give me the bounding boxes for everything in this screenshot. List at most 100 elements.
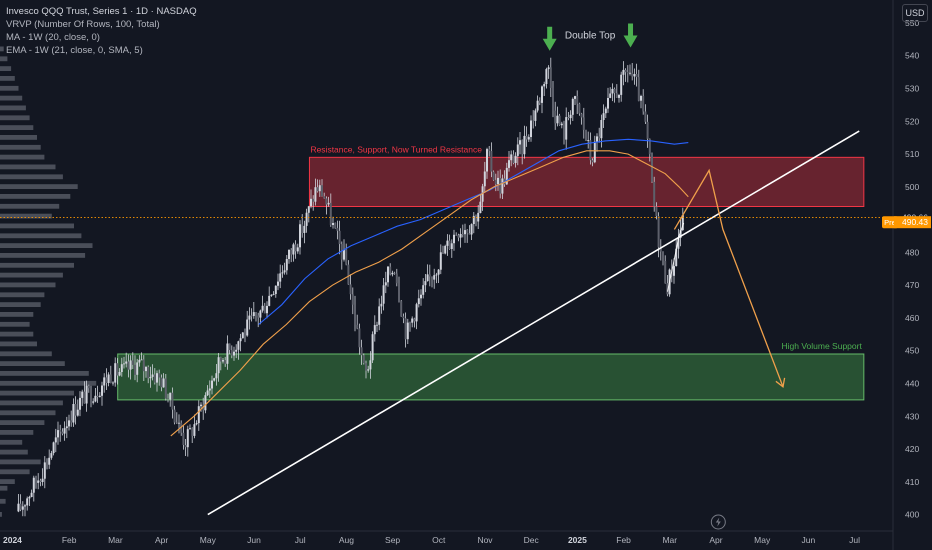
candle-body: [109, 374, 112, 383]
candle-body: [527, 137, 530, 140]
candle-body: [360, 347, 363, 356]
candle-body: [213, 378, 216, 381]
volume-profile-row-20: [0, 312, 34, 317]
candle-254: [576, 90, 579, 114]
candle-body: [127, 361, 130, 370]
candle-129: [301, 214, 304, 238]
candle-body: [461, 234, 464, 235]
ma-line[interactable]: [258, 138, 689, 325]
wedge-line[interactable]: [667, 222, 685, 292]
flash-icon[interactable]: [710, 514, 726, 530]
candle-body: [420, 294, 422, 299]
symbol-title[interactable]: Invesco QQQ Trust, Series 1 · 1D · NASDA…: [6, 6, 197, 17]
candle-body: [351, 294, 354, 305]
y-tick-label-550: 550: [905, 18, 919, 28]
candle-body: [446, 240, 449, 246]
candle-121: [283, 262, 286, 275]
candle-body: [431, 276, 433, 280]
candle-102: [241, 332, 244, 339]
candle-body: [105, 377, 108, 383]
candle-body: [578, 103, 581, 114]
candle-body: [138, 359, 141, 363]
candle-body: [272, 294, 275, 295]
legend-ma[interactable]: MA - 1W (20, close, 0): [6, 32, 100, 43]
candle-body: [655, 206, 658, 216]
candle-body: [404, 318, 407, 340]
candle-183: [420, 289, 422, 306]
candle-186: [426, 264, 429, 282]
candle-body: [611, 88, 614, 94]
volume-profile-row-29: [0, 223, 74, 229]
volume-profile-row-36: [0, 154, 45, 160]
candle-body: [103, 377, 106, 386]
candle-body: [437, 269, 440, 275]
candle-body: [664, 261, 667, 284]
candle-123: [288, 249, 290, 264]
candle-body: [442, 252, 444, 254]
candle-body: [459, 234, 462, 238]
candle-body: [323, 196, 326, 199]
candle-105: [248, 307, 251, 330]
candle-178: [409, 321, 411, 332]
candle-body: [57, 430, 59, 438]
candle-146: [338, 220, 341, 255]
candle-body: [613, 88, 616, 94]
resistance-zone[interactable]: [308, 156, 865, 207]
candle-body: [70, 420, 73, 423]
x-tick-label-apr: Apr: [155, 535, 168, 545]
candle-body: [679, 230, 682, 238]
candle-body: [41, 478, 44, 482]
candle-body: [310, 198, 312, 207]
candle-body: [505, 167, 508, 185]
candle-body: [193, 424, 196, 436]
projection-arrowhead[interactable]: [775, 377, 786, 388]
candle-body: [129, 360, 132, 370]
ema-line[interactable]: [170, 150, 689, 437]
legend-ema[interactable]: EMA - 1W (21, close, 0, SMA, 5): [6, 45, 143, 56]
candle-body: [400, 301, 403, 317]
plot-area[interactable]: Resistance, Support, Now Turned Resistan…: [0, 23, 893, 517]
candle-236: [536, 95, 539, 113]
x-axis[interactable]: 2024 Feb Mar Apr May Jun Jul Aug Sep Oct Nov Dec 202…: [0, 530, 893, 545]
candle-110: [259, 309, 262, 325]
currency-button[interactable]: USD: [902, 4, 928, 22]
x-tick-label-apr: Apr: [709, 535, 722, 545]
candle-243: [552, 81, 554, 118]
candle-body: [340, 244, 343, 260]
candle-42: [109, 365, 112, 384]
x-tick-label-may: May: [754, 535, 771, 545]
candle-80: [193, 414, 196, 439]
candle-166: [382, 278, 385, 311]
candle-body: [50, 453, 53, 458]
candle-288: [651, 152, 653, 183]
candle-68: [167, 393, 169, 403]
candle-body: [490, 150, 493, 172]
candle-body: [653, 181, 656, 207]
legend-vrvp[interactable]: VRVP (Number Of Rows, 100, Total): [6, 19, 160, 30]
candle-body: [607, 98, 609, 109]
candle-body: [525, 135, 528, 140]
candle-55: [138, 355, 141, 367]
candle-body: [123, 363, 125, 365]
candle-169: [389, 263, 392, 276]
candle-body: [180, 422, 183, 433]
candle-body: [448, 240, 451, 249]
support-zone[interactable]: [117, 353, 865, 401]
candle-body: [325, 198, 328, 205]
candle-151: [349, 274, 352, 300]
y-axis[interactable]: 4004104204304404504604704804905005105205…: [882, 0, 931, 550]
candle-176: [404, 312, 407, 348]
candle-body: [217, 357, 220, 374]
candle-body: [532, 120, 535, 122]
candle-1: [19, 494, 22, 512]
projection-path[interactable]: [673, 168, 784, 388]
candle-body: [395, 273, 398, 284]
volume-profile-row-24: [0, 272, 63, 278]
candle-58: [145, 365, 147, 378]
candle-body: [576, 96, 579, 104]
volume-profile-row-17: [0, 341, 37, 347]
candle-body: [65, 426, 68, 429]
candle-165: [380, 295, 383, 314]
trend-line[interactable]: [207, 130, 860, 516]
